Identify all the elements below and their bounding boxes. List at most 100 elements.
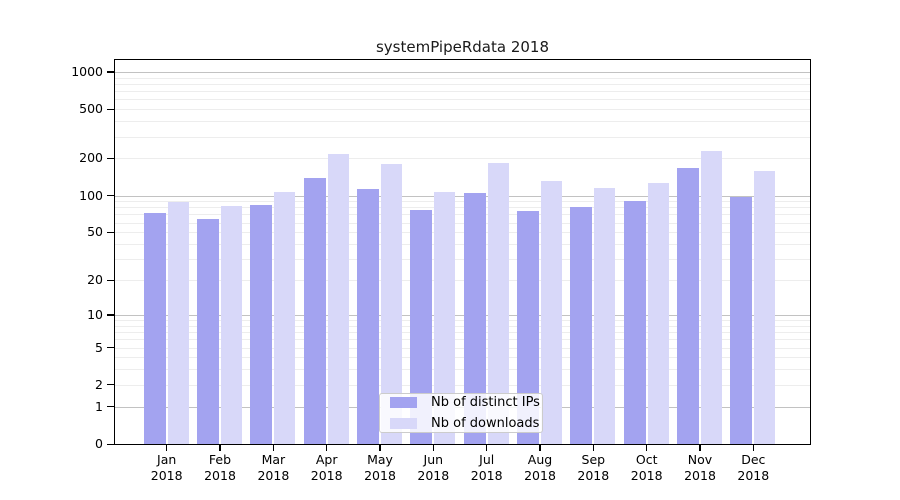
bar-downloads-feb [221,206,242,444]
bar-ips-nov [677,168,699,444]
x-tick-label-jan: Jan 2018 [137,452,197,484]
x-tick-mark-feb [219,444,221,451]
gridline-minor-50 [115,232,810,234]
gridline-minor-800 [115,83,810,85]
x-tick-month: Sep [581,452,606,467]
x-tick-mark-jul [486,444,488,451]
gridline-minor-90 [115,201,810,203]
y-tick-label-0: 0 [95,436,103,451]
x-tick-month: Feb [208,452,232,467]
x-tick-label-nov: Nov 2018 [670,452,730,484]
bar-downloads-jul [487,162,509,444]
bar-ips-jan [143,212,166,444]
gridline-minor-400 [115,121,810,123]
gridline-minor-40 [115,244,810,245]
bar-ips-oct [623,201,646,444]
y-tick-label-50: 50 [87,224,103,240]
y-tick-mark-50 [107,231,114,233]
x-tick-label-feb: Feb 2018 [190,452,250,484]
gridline-minor-30 [115,259,810,261]
y-tick-label-20: 20 [87,272,103,287]
gridline-minor-20 [115,280,810,281]
gridline-minor-4 [115,357,810,359]
x-tick-mark-mar [272,444,274,451]
x-tick-month: Jul [479,452,495,467]
gridline-minor-500 [115,109,810,111]
chart-title: systemPipeRdata 2018 [375,38,549,56]
gridline-minor-6 [115,339,810,341]
x-tick-year: 2018 [684,468,716,483]
x-tick-label-apr: Apr 2018 [297,452,357,484]
x-tick-label-jun: Jun 2018 [403,452,463,484]
y-tick-mark-0 [107,443,114,445]
y-tick-label-1: 1 [95,398,103,414]
gridline-minor-70 [115,214,810,216]
x-tick-year: 2018 [470,468,503,483]
x-tick-mark-sep [592,444,594,451]
x-tick-label-mar: Mar 2018 [243,452,303,484]
gridline-minor-600 [115,99,810,101]
x-tick-mark-dec [752,444,754,451]
gridline-minor-2 [115,384,810,386]
bar-downloads-jun [434,192,456,444]
x-tick-month: Apr [315,452,338,467]
x-tick-label-sep: Sep 2018 [563,452,623,484]
legend-label-downloads: Nb of downloads [431,416,540,431]
x-tick-month: Jun [423,452,444,467]
bar-downloads-aug [541,180,562,444]
bar-ips-jul [463,192,486,444]
y-tick-label-5: 5 [95,339,103,355]
x-tick-year: 2018 [310,468,343,483]
gridline-minor-200 [115,158,810,160]
x-tick-month: Oct [635,452,658,467]
bar-downloads-nov [701,150,722,444]
x-tick-mark-oct [646,444,648,451]
y-tick-label-10: 10 [87,306,103,322]
gridline-minor-7 [115,332,810,333]
x-tick-mark-aug [539,444,541,451]
gridline-minor-5 [115,347,810,349]
x-tick-label-may: May 2018 [350,452,410,484]
x-tick-label-oct: Oct 2018 [617,452,677,484]
bar-downloads-mar [274,191,296,444]
y-tick-mark-1 [107,406,114,408]
x-tick-mark-nov [699,444,701,451]
bar-downloads-dec [754,171,776,444]
legend: Nb of distinct IPs Nb of downloads [379,393,543,433]
x-tick-month: Nov [687,452,713,467]
gridline-minor-60 [115,222,810,224]
bar-downloads-may [381,164,402,444]
bar-downloads-oct [647,183,669,444]
x-tick-month: Aug [527,452,553,467]
x-tick-month: Jan [157,452,177,467]
bar-ips-mar [250,205,273,444]
gridline-minor-8 [115,325,810,327]
gridline-minor-9 [115,320,810,321]
bar-ips-dec [730,197,753,444]
bar-ips-aug [517,210,539,444]
x-tick-label-jul: Jul 2018 [457,452,517,484]
gridline-major-100 [115,195,810,197]
x-tick-year: 2018 [417,468,450,483]
y-tick-mark-2 [107,384,114,386]
x-tick-mark-may [379,444,381,451]
gridline-minor-300 [115,136,810,138]
x-tick-year: 2018 [150,468,183,483]
bar-ips-jun [410,210,433,444]
bar-ips-sep [570,207,593,444]
y-tick-label-2: 2 [95,376,103,392]
gridline-major-10 [115,314,810,316]
y-tick-mark-100 [107,195,114,197]
x-tick-year: 2018 [524,468,556,483]
x-tick-year: 2018 [630,468,663,483]
y-tick-label-100: 100 [79,187,103,203]
gridline-minor-3 [115,369,810,371]
bar-ips-may [357,188,379,444]
x-tick-mark-jan [166,444,168,451]
x-tick-month: May [367,452,393,467]
x-tick-label-aug: Aug 2018 [510,452,570,484]
bar-ips-apr [303,177,326,444]
x-tick-year: 2018 [364,468,396,483]
y-tick-mark-10 [107,314,114,316]
legend-item-downloads: Nb of downloads [390,416,542,431]
